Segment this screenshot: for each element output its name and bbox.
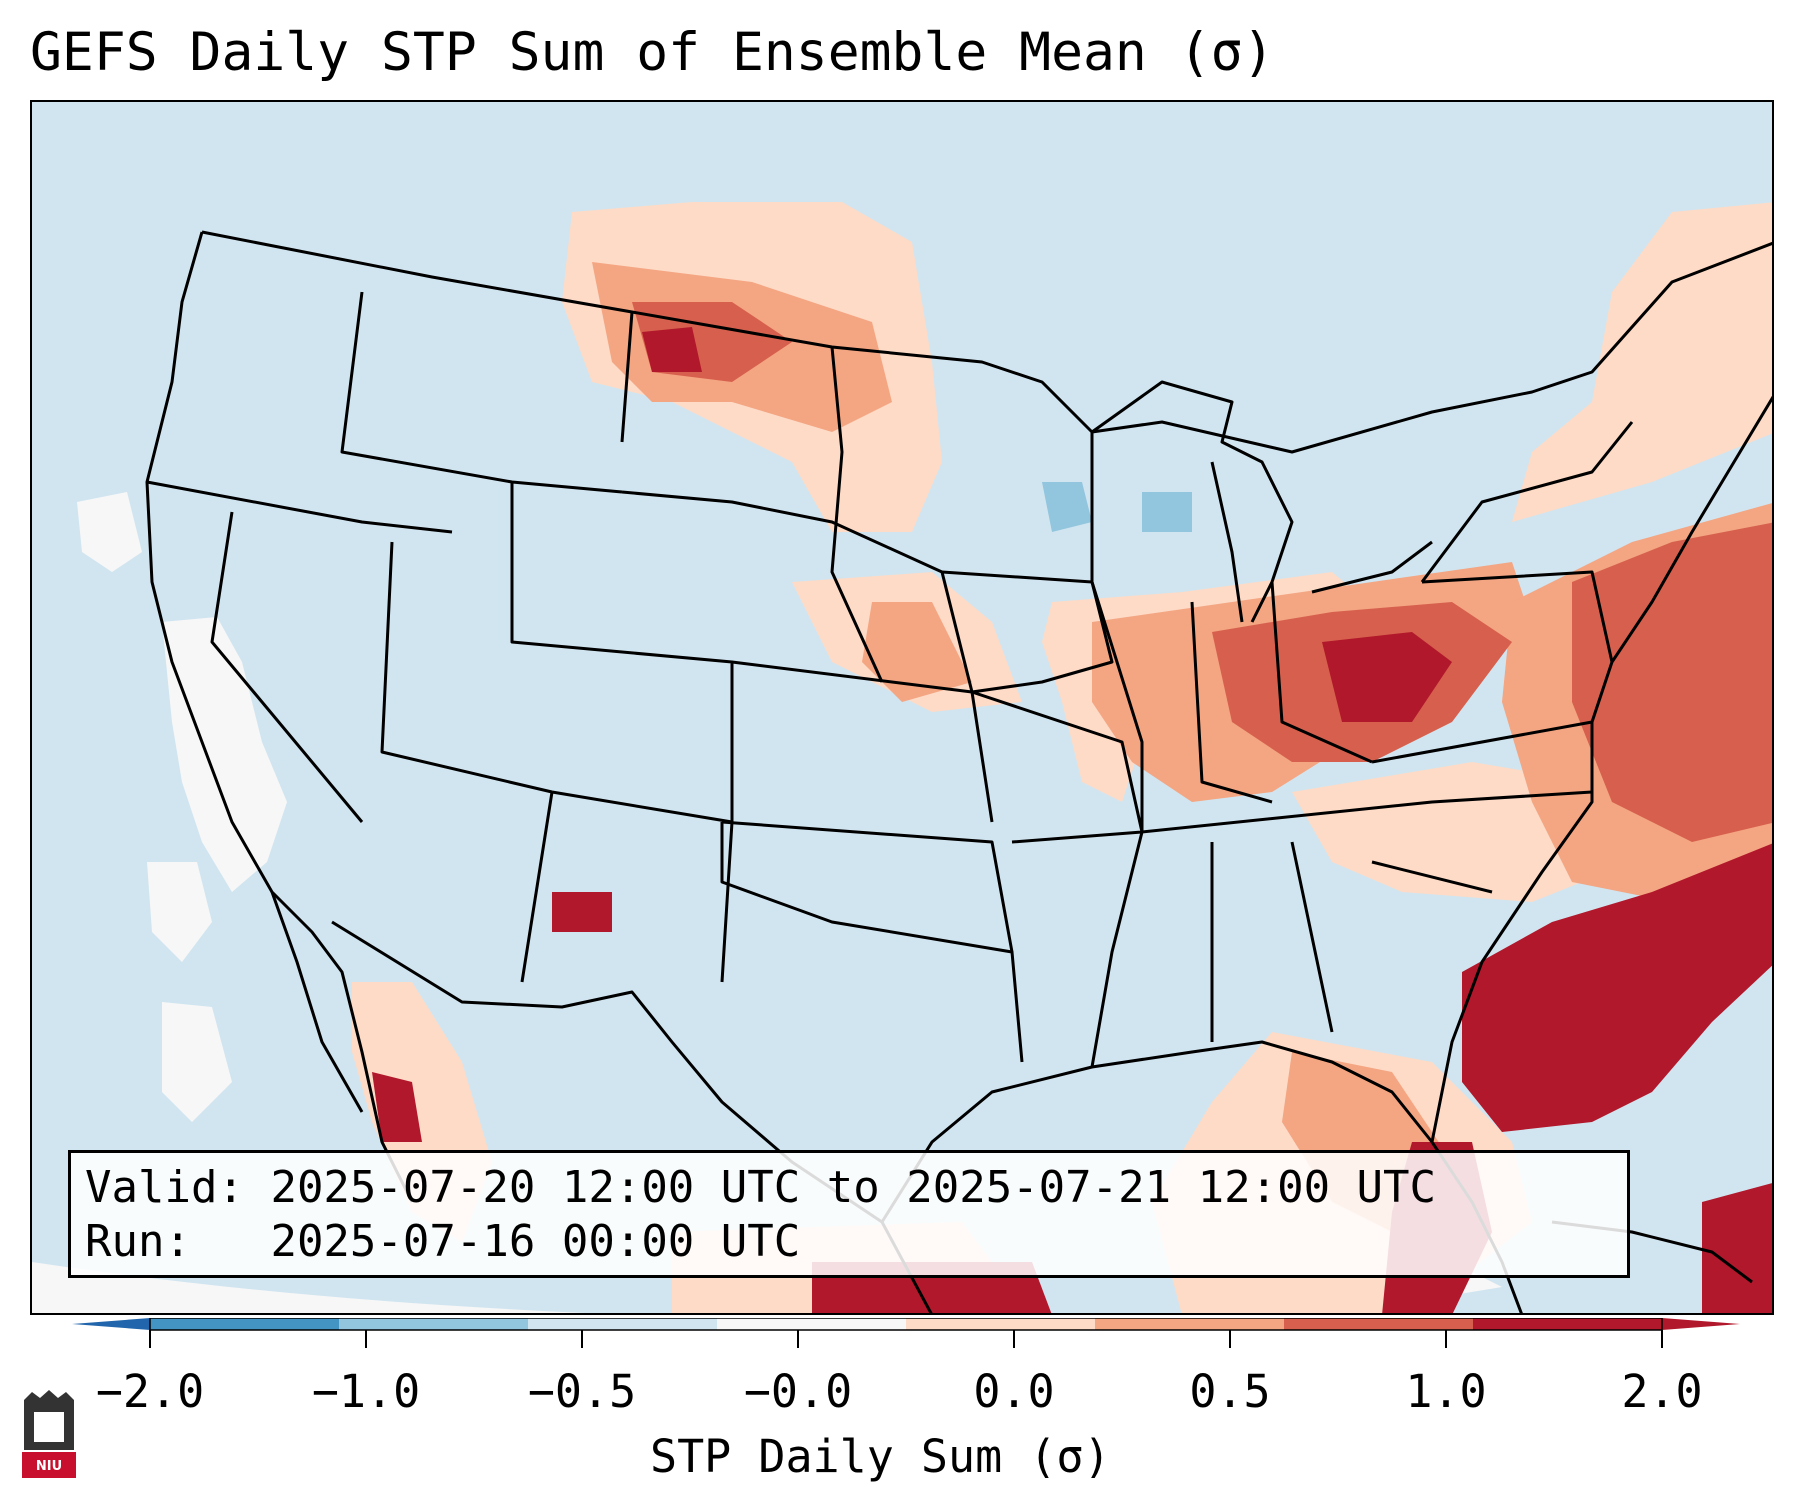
region-nebraska-mid xyxy=(862,602,972,702)
state-line-pennsylvania xyxy=(1421,570,1614,663)
region-wisconsin-negative xyxy=(1042,482,1092,532)
colorbar-tick-label: −2.0 xyxy=(95,1365,205,1418)
region-lake-michigan-negative xyxy=(1142,492,1192,532)
chart-title: GEFS Daily STP Sum of Ensemble Mean (σ) xyxy=(30,22,1275,83)
colorbar-segments xyxy=(150,1318,1663,1330)
state-line-nevada xyxy=(210,511,364,823)
state-line-virginia xyxy=(1371,720,1593,764)
colorbar-label: STP Daily Sum (σ) xyxy=(650,1430,1111,1483)
colorbar-tick-label: −0.5 xyxy=(527,1365,637,1418)
colorbar-tick-label: 1.0 xyxy=(1405,1365,1487,1418)
state-line-utah xyxy=(380,541,553,794)
state-line-illinois-indiana xyxy=(1190,601,1273,804)
valid-row: Valid: 2025-07-20 12:00 UTC to 2025-07-2… xyxy=(85,1161,1613,1215)
region-caribbean-extreme xyxy=(1702,1183,1772,1313)
colorbar-tick-label: −0.0 xyxy=(743,1365,853,1418)
state-line-minnesota xyxy=(830,346,884,683)
colorbar-tick-label: 0.0 xyxy=(973,1365,1055,1418)
east-coast xyxy=(1430,395,1772,1143)
colorbar-outline xyxy=(149,1318,1663,1331)
colorbar-extend-high xyxy=(1662,1318,1740,1330)
gulf-coast xyxy=(880,1040,1434,1223)
logo-window-icon xyxy=(34,1412,64,1442)
region-new-mexico-extreme xyxy=(552,892,612,932)
negative-regions xyxy=(1042,482,1192,532)
region-montana-extreme xyxy=(642,327,702,372)
logo-banner xyxy=(22,1452,76,1478)
pacific-white-patch xyxy=(162,617,287,892)
map-canvas xyxy=(32,202,1772,1313)
colorbar-segment xyxy=(1095,1318,1285,1330)
state-line-nebraska xyxy=(621,490,974,693)
state-line-missouri xyxy=(971,690,1144,844)
logo-text: NIU xyxy=(36,1459,62,1474)
baja-offshore-patch xyxy=(147,862,212,962)
colorbar-segment xyxy=(339,1318,529,1330)
state-line-wyoming xyxy=(340,291,623,494)
pacific-white-patch-2 xyxy=(77,492,142,572)
region-southeast-coast-extreme xyxy=(1462,843,1772,1132)
domain-edge-white xyxy=(32,1262,586,1313)
state-line-iowa xyxy=(941,570,1114,694)
lake-erie-shore xyxy=(1311,540,1433,594)
great-lakes-shore xyxy=(1091,380,1294,623)
map-panel[interactable] xyxy=(30,100,1774,1315)
colorbar xyxy=(72,1318,1740,1348)
colorbar-extend-low xyxy=(72,1318,150,1330)
state-line-tennessee xyxy=(1141,790,1593,834)
state-line-oregon xyxy=(146,480,453,534)
lake-michigan-shore xyxy=(1210,461,1244,623)
run-label: Run: xyxy=(85,1216,191,1267)
region-mid-atlantic-high xyxy=(1572,522,1772,842)
colorbar-segment xyxy=(717,1318,907,1330)
west-coast xyxy=(145,231,414,1203)
state-line-ohio xyxy=(1270,581,1373,764)
colorbar-tick-label: 0.5 xyxy=(1189,1365,1271,1418)
colorbar-tick-label: 2.0 xyxy=(1621,1365,1703,1418)
state-line-arizona xyxy=(520,791,554,983)
state-line-georgia xyxy=(1290,841,1334,1033)
state-line-carolinas xyxy=(1371,860,1493,894)
state-line-oklahoma xyxy=(721,820,1014,953)
colorbar-ticks xyxy=(149,1330,1663,1348)
state-line-north-dakota xyxy=(620,311,634,443)
colorbar-segment xyxy=(906,1318,1096,1330)
colorbar-segment xyxy=(1284,1318,1474,1330)
boundaries xyxy=(145,230,1772,1313)
validity-info-box: Valid: 2025-07-20 12:00 UTC to 2025-07-2… xyxy=(68,1150,1630,1278)
niu-logo: NIU xyxy=(22,1390,76,1478)
colorbar-segment xyxy=(150,1318,340,1330)
state-line-colorado xyxy=(510,482,734,822)
offshore-white-patch xyxy=(162,1002,232,1122)
region-west-virginia-extreme xyxy=(1322,632,1452,722)
state-line-new-york xyxy=(1420,421,1634,583)
region-mexico-extreme xyxy=(372,1072,422,1142)
state-line-new-mexico xyxy=(551,790,734,983)
valid-label: Valid: xyxy=(85,1162,244,1213)
canada-us-border xyxy=(201,230,1772,454)
state-line-texas xyxy=(720,822,1024,1063)
state-line-mississippi-river xyxy=(1090,432,1144,1068)
colorbar-segment xyxy=(528,1318,718,1330)
colorbar-tick-label: −1.0 xyxy=(311,1365,421,1418)
region-northeast-light xyxy=(1512,202,1772,522)
run-row: Run: 2025-07-16 00:00 UTC xyxy=(85,1215,1613,1269)
baja-peninsula xyxy=(270,891,364,1113)
run-value: 2025-07-16 00:00 UTC xyxy=(270,1216,801,1267)
colorbar-segment xyxy=(1473,1318,1663,1330)
valid-value: 2025-07-20 12:00 UTC to 2025-07-21 12:00… xyxy=(270,1162,1437,1213)
